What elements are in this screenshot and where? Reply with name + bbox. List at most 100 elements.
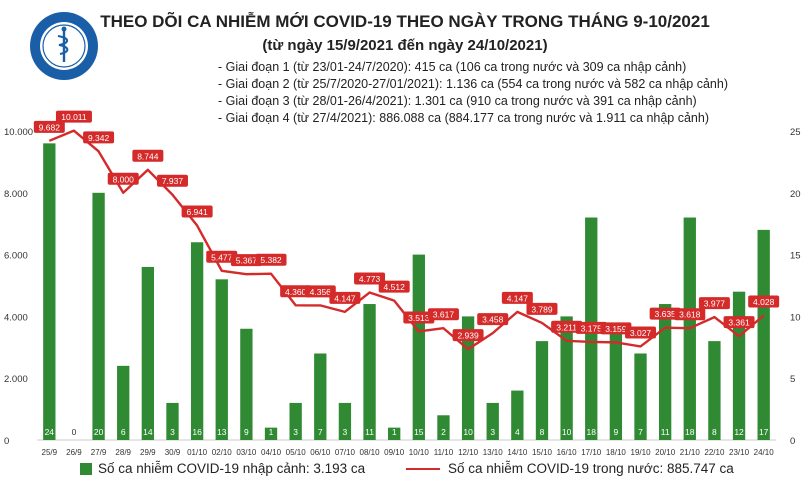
bar-value-label: 9 (614, 427, 619, 437)
bar-imported (412, 254, 425, 440)
bar-value-label: 11 (661, 427, 670, 437)
chart-title: THEO DÕI CA NHIỄM MỚI COVID-19 THEO NGÀY… (100, 12, 710, 31)
bar-value-label: 1 (269, 427, 274, 437)
bar-value-label: 9 (244, 427, 249, 437)
bar-value-label: 6 (121, 427, 126, 437)
bar-imported (190, 242, 204, 440)
chart-subtitle: (từ ngày 15/9/2021 đến ngày 24/10/2021) (262, 37, 548, 54)
bar-imported (609, 328, 623, 440)
bar-imported (437, 415, 450, 440)
line-value-badge (698, 297, 730, 310)
bar-imported (240, 328, 253, 440)
line-value-badge (255, 253, 287, 266)
x-tick-label: 18/10 (606, 448, 627, 457)
y-right-tick: 5 (790, 374, 795, 385)
line-value-badge (329, 291, 361, 304)
line-value-badge (230, 254, 262, 267)
legend-imported-label: Số ca nhiễm COVID-19 nhập cảnh: 3.193 ca (98, 461, 366, 476)
bar-value-label: 12 (734, 427, 744, 437)
bar-imported (289, 402, 302, 440)
line-value-label: 3.618 (679, 310, 701, 320)
line-value-label: 3.175 (581, 323, 603, 333)
line-value-label: 3.513 (408, 313, 430, 323)
y-left-tick: 0 (4, 436, 9, 447)
bar-value-label: 11 (365, 427, 374, 437)
x-tick-label: 16/10 (557, 448, 578, 457)
x-tick-label: 05/10 (286, 448, 307, 457)
bar-imported (486, 402, 499, 440)
x-tick-label: 08/10 (360, 448, 381, 457)
bar-value-label: 24 (45, 427, 55, 437)
line-value-label: 5.382 (260, 255, 282, 265)
line-value-label: 3.361 (728, 318, 750, 328)
line-value-badge (526, 302, 558, 315)
chart-legend: Số ca nhiễm COVID-19 nhập cảnh: 3.193 ca… (80, 461, 800, 481)
bar-imported (535, 341, 549, 440)
line-value-label: 3.977 (704, 299, 726, 309)
line-value-badge (107, 172, 139, 185)
line-value-badge (674, 308, 706, 321)
bar-value-label: 3 (170, 427, 175, 437)
line-value-badge (206, 250, 238, 263)
x-tick-label: 12/10 (458, 448, 479, 457)
x-tick-label: 23/10 (729, 448, 750, 457)
y-left-tick: 4.000 (4, 312, 28, 323)
bar-value-label: 15 (414, 427, 424, 437)
line-value-badge (156, 174, 188, 187)
bar-imported (757, 229, 770, 440)
line-value-badge (427, 308, 459, 321)
bar-value-label: 14 (143, 427, 153, 437)
bar-value-label: 2 (441, 427, 446, 437)
x-tick-label: 02/10 (212, 448, 233, 457)
ministry-logo (30, 12, 98, 80)
legend-bar-swatch (80, 462, 92, 475)
line-value-badge (132, 149, 164, 162)
line-value-label: 3.159 (605, 324, 627, 334)
bar-value-label: 3 (343, 427, 348, 437)
line-value-badge (181, 205, 213, 218)
line-value-label: 4.028 (753, 297, 775, 307)
bar-value-label: 18 (587, 427, 597, 437)
bar-imported (166, 402, 179, 440)
x-tick-label: 15/10 (532, 448, 553, 457)
line-value-badge (625, 326, 657, 339)
line-value-label: 5.477 (211, 252, 233, 262)
x-tick-label: 25/9 (42, 448, 58, 457)
line-value-label: 3.211 (556, 322, 577, 332)
x-tick-label: 04/10 (261, 448, 282, 457)
y-left-tick: 8.000 (4, 189, 28, 200)
bar-value-label: 17 (759, 427, 769, 437)
x-tick-label: 17/10 (581, 448, 602, 457)
bar-imported (732, 291, 746, 440)
line-value-label: 4.360 (285, 287, 307, 297)
line-value-label: 5.367 (236, 256, 258, 266)
legend-domestic-label: Số ca nhiễm COVID-19 trong nước: 885.747… (448, 461, 734, 476)
x-tick-label: 03/10 (236, 448, 257, 457)
y-right-tick: 0 (790, 436, 795, 447)
bar-value-label: 10 (562, 427, 572, 437)
line-value-badge (723, 316, 755, 329)
y-left-tick: 6.000 (4, 251, 28, 262)
line-value-label: 3.027 (630, 328, 652, 338)
stage-item-1: - Giai đoạn 1 (từ 23/01-24/7/2020): 415 … (218, 60, 687, 74)
line-value-badge (304, 285, 336, 298)
line-value-label: 9.682 (39, 122, 61, 132)
bar-value-label: 3 (490, 427, 495, 437)
bar-value-label: 1 (392, 427, 397, 437)
line-value-badge (501, 291, 533, 304)
x-tick-label: 10/10 (409, 448, 430, 457)
line-value-badge (354, 272, 386, 285)
line-value-label: 4.147 (507, 293, 529, 303)
line-value-label: 3.458 (482, 315, 504, 325)
stage-item-3: - Giai đoạn 3 (từ 28/01-26/4/2021): 1.30… (218, 94, 697, 108)
bar-value-label: 8 (540, 427, 545, 437)
line-value-label: 8.000 (113, 174, 135, 184)
x-tick-label: 30/9 (165, 448, 181, 457)
legend-domestic: Số ca nhiễm COVID-19 trong nước: 885.747… (406, 461, 734, 476)
x-tick-label: 13/10 (483, 448, 504, 457)
bar-imported (511, 390, 524, 440)
legend-line-swatch (406, 467, 440, 470)
line-value-badge (83, 131, 115, 144)
line-value-badge (378, 280, 410, 293)
